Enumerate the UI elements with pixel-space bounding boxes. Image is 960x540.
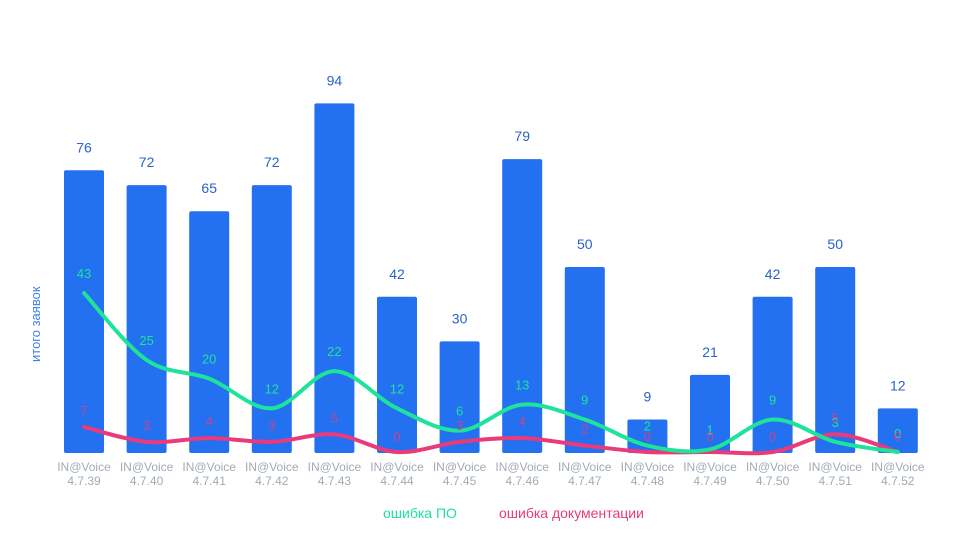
series-sw-errors-label-1: 25 xyxy=(139,333,153,348)
series-sw-errors-label-8: 9 xyxy=(581,393,588,408)
series-doc-errors-label-10: 0 xyxy=(706,429,713,444)
x-tick-label-10: IN@Voice xyxy=(683,460,737,474)
series-sw-errors-label-6: 6 xyxy=(456,404,463,419)
series-doc-errors-label-9: 0 xyxy=(644,429,651,444)
series-doc-errors-label-11: 0 xyxy=(769,429,776,444)
y-axis-label: итого заявок xyxy=(28,286,43,362)
series-doc-errors-label-5: 0 xyxy=(393,429,400,444)
bar-value-label-10: 21 xyxy=(702,344,718,360)
labels-layer: 7672657294423079509214250124325201222126… xyxy=(76,72,906,444)
x-tick-label-13: IN@Voice xyxy=(871,460,925,474)
x-tick-label-6: IN@Voice xyxy=(433,460,487,474)
bar-2 xyxy=(189,211,230,453)
bar-0 xyxy=(64,170,104,453)
x-tick-sublabel-1: 4.7.40 xyxy=(130,474,164,488)
legend-item-sw-errors: ошибка ПО xyxy=(383,505,457,521)
x-tick-label-7: IN@Voice xyxy=(495,460,549,474)
series-sw-errors-label-2: 20 xyxy=(202,352,216,367)
x-tick-sublabel-12: 4.7.51 xyxy=(819,474,853,488)
x-tick-label-4: IN@Voice xyxy=(308,460,362,474)
bar-3 xyxy=(251,185,292,453)
bar-value-label-8: 50 xyxy=(577,236,593,252)
bar-value-label-5: 42 xyxy=(389,266,405,282)
x-ticks: IN@Voice4.7.39IN@Voice4.7.40IN@Voice4.7.… xyxy=(57,460,925,488)
series-doc-errors-label-12: 5 xyxy=(832,410,839,425)
x-tick-label-3: IN@Voice xyxy=(245,460,299,474)
series-doc-errors-label-13: 0 xyxy=(894,429,901,444)
bar-6 xyxy=(439,341,480,453)
series-sw-errors-label-4: 22 xyxy=(327,344,341,359)
legend-item-doc-errors: ошибка документации xyxy=(499,505,644,521)
bars-layer xyxy=(64,103,918,453)
bar-value-label-12: 50 xyxy=(827,236,843,252)
series-sw-errors-label-0: 43 xyxy=(77,266,91,281)
x-tick-label-2: IN@Voice xyxy=(182,460,236,474)
series-doc-errors-label-1: 3 xyxy=(143,418,150,433)
x-tick-label-9: IN@Voice xyxy=(621,460,675,474)
bar-4 xyxy=(314,103,355,453)
series-sw-errors-label-12: 3 xyxy=(832,415,839,430)
legend-label-doc-errors: ошибка документации xyxy=(499,505,644,521)
x-tick-label-0: IN@Voice xyxy=(57,460,111,474)
x-tick-sublabel-7: 4.7.46 xyxy=(506,474,540,488)
series-sw-errors-label-5: 12 xyxy=(390,381,404,396)
bar-value-label-2: 65 xyxy=(201,180,217,196)
x-tick-sublabel-2: 4.7.41 xyxy=(193,474,227,488)
bar-value-label-4: 94 xyxy=(327,72,343,88)
bar-1 xyxy=(126,185,167,453)
bar-12 xyxy=(815,267,856,453)
bar-9 xyxy=(627,419,668,453)
x-tick-label-12: IN@Voice xyxy=(808,460,862,474)
bar-value-label-6: 30 xyxy=(452,310,468,326)
series-sw-errors-label-9: 2 xyxy=(644,419,651,434)
series-sw-errors-label-10: 1 xyxy=(706,422,713,437)
series-line-doc-errors xyxy=(82,424,900,456)
bar-value-label-0: 76 xyxy=(76,139,92,155)
x-tick-sublabel-5: 4.7.44 xyxy=(380,474,414,488)
legend-label-sw-errors: ошибка ПО xyxy=(383,505,457,521)
x-tick-sublabel-4: 4.7.43 xyxy=(318,474,352,488)
bar-value-label-3: 72 xyxy=(264,154,280,170)
bar-value-label-7: 79 xyxy=(514,128,530,144)
bar-13 xyxy=(877,408,918,453)
bar-11 xyxy=(752,296,793,453)
x-tick-label-8: IN@Voice xyxy=(558,460,612,474)
bar-value-label-13: 12 xyxy=(890,377,906,393)
series-doc-errors-label-4: 5 xyxy=(331,410,338,425)
series-doc-errors-label-3: 3 xyxy=(268,418,275,433)
x-tick-sublabel-6: 4.7.45 xyxy=(443,474,477,488)
x-tick-sublabel-10: 4.7.49 xyxy=(693,474,727,488)
series-doc-errors-label-6: 3 xyxy=(456,418,463,433)
bar-8 xyxy=(564,267,605,453)
bar-value-label-11: 42 xyxy=(765,266,781,282)
x-tick-sublabel-9: 4.7.48 xyxy=(631,474,665,488)
series-sw-errors-label-3: 12 xyxy=(265,381,279,396)
bar-7 xyxy=(502,159,543,453)
x-tick-sublabel-3: 4.7.42 xyxy=(255,474,289,488)
series-doc-errors-label-7: 4 xyxy=(519,414,526,429)
x-tick-sublabel-11: 4.7.50 xyxy=(756,474,790,488)
x-tick-sublabel-13: 4.7.52 xyxy=(881,474,915,488)
bar-value-label-9: 9 xyxy=(644,389,652,405)
series-doc-errors-label-2: 4 xyxy=(206,414,213,429)
series-doc-errors-label-8: 2 xyxy=(581,422,588,437)
x-tick-label-11: IN@Voice xyxy=(746,460,800,474)
bar-10 xyxy=(690,374,730,453)
series-sw-errors-label-7: 13 xyxy=(515,378,529,393)
series-sw-errors-label-13: 0 xyxy=(894,426,901,441)
series-line-sw-errors xyxy=(82,291,900,454)
lines-layer xyxy=(82,291,900,456)
x-tick-sublabel-8: 4.7.47 xyxy=(568,474,602,488)
series-sw-errors-label-11: 9 xyxy=(769,393,776,408)
series-doc-errors-label-0: 7 xyxy=(80,403,87,418)
x-tick-label-5: IN@Voice xyxy=(370,460,424,474)
bar-value-label-1: 72 xyxy=(139,154,155,170)
x-tick-sublabel-0: 4.7.39 xyxy=(67,474,101,488)
x-tick-label-1: IN@Voice xyxy=(120,460,174,474)
